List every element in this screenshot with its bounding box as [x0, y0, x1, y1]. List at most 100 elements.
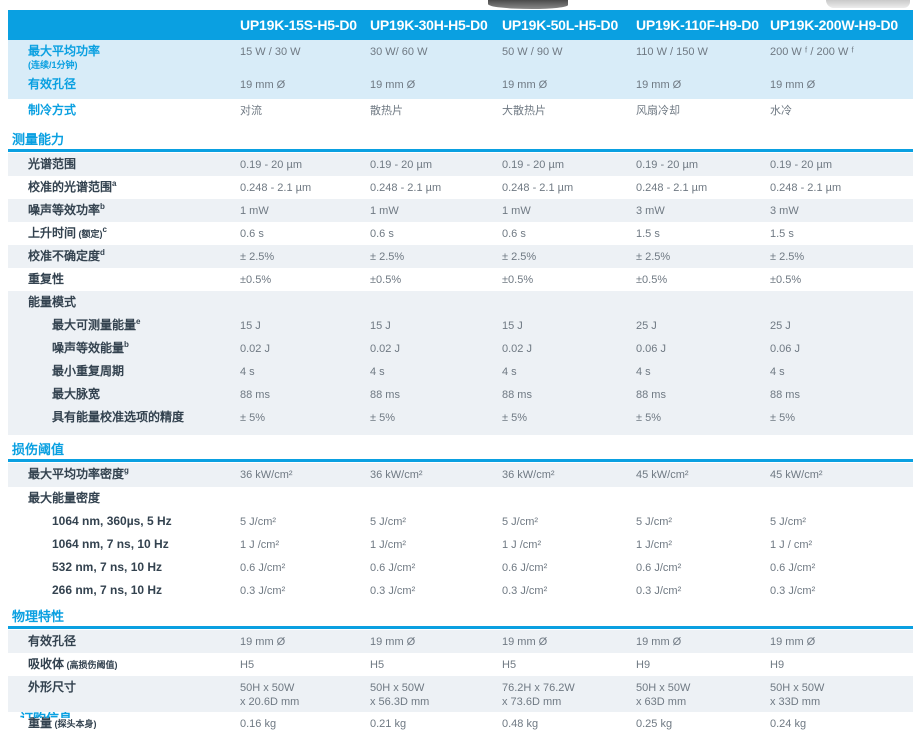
- spec-table-body: 最大平均功率 (连续/1分钟) 15 W / 30 W 30 W/ 60 W 50 W …: [8, 40, 913, 735]
- product-photo-fragment-dark: [488, 0, 568, 9]
- spec-value: ±0.5%: [770, 274, 802, 286]
- section-title: 物理特性: [12, 609, 65, 624]
- section-title: 测量能力: [12, 132, 65, 147]
- spec-value: 0.248 - 2.1 µm: [502, 182, 574, 194]
- row-label: 532 nm, 7 ns, 10 Hz: [8, 556, 240, 574]
- section-divider: [8, 459, 913, 462]
- footnote-marker: g: [124, 466, 129, 475]
- product-photo-strip: [0, 0, 913, 10]
- footnote-marker: e: [136, 317, 141, 326]
- spec-value: 19 mm Ø: [502, 79, 548, 91]
- row-label-text: 有效孔径: [28, 77, 77, 91]
- column-header: UP19K-110F-H9-D0: [636, 17, 759, 33]
- spec-value: 5 J/cm²: [502, 516, 539, 528]
- row-label-text: 最大平均功率密度: [28, 467, 125, 481]
- table-row: 能量模式: [8, 291, 913, 314]
- spec-value: ±0.5%: [370, 274, 402, 286]
- spec-value: 0.06 J: [636, 343, 666, 355]
- section-divider: [8, 149, 913, 152]
- row-label: 1064 nm, 7 ns, 10 Hz: [8, 533, 240, 551]
- section-divider: [8, 626, 913, 629]
- table-row: 最大平均功率密度g 36 kW/cm² 36 kW/cm² 36 kW/cm² 45 k…: [8, 463, 913, 487]
- spec-value: ± 5%: [636, 412, 661, 424]
- spec-value: 0.19 - 20 µm: [636, 159, 698, 171]
- spec-value: 25 J: [636, 320, 657, 332]
- spec-value: 0.48 kg: [502, 718, 539, 730]
- spec-value: 1 J/cm²: [636, 539, 673, 551]
- spec-value: 5 J/cm²: [370, 516, 407, 528]
- spec-value: 88 ms: [502, 389, 532, 401]
- spec-value: 5 J/cm²: [770, 516, 807, 528]
- row-label-text: 有效孔径: [28, 634, 77, 648]
- row-label: 外形尺寸: [8, 676, 240, 694]
- spec-value: 水冷: [770, 105, 792, 117]
- table-row: 532 nm, 7 ns, 10 Hz 0.6 J/cm² 0.6 J/cm² 0.6…: [8, 556, 913, 579]
- spec-value: 36 kW/cm²: [502, 469, 555, 481]
- row-label-note: (额定): [76, 229, 103, 239]
- spec-sheet: UP19K-15S-H5-D0 UP19K-30H-H5-D0 UP19K-50L-…: [8, 0, 913, 730]
- row-label-text: 吸收体: [28, 657, 65, 671]
- spec-value: 0.3 J/cm²: [502, 585, 548, 597]
- spec-value: ± 2.5%: [636, 251, 671, 263]
- spec-value: 0.02 J: [240, 343, 270, 355]
- row-label-text: 532 nm, 7 ns, 10 Hz: [52, 560, 163, 574]
- table-row: 1064 nm, 7 ns, 10 Hz 1 J /cm² 1 J/cm² 1 J /…: [8, 533, 913, 556]
- spec-value: 0.25 kg: [636, 718, 673, 730]
- row-label: 具有能量校准选项的精度: [8, 406, 240, 424]
- row-label: 最大能量密度: [8, 487, 240, 505]
- spec-value: 1.5 s: [636, 228, 660, 240]
- spec-value: 对流: [240, 105, 262, 117]
- table-row: 噪声等效能量b 0.02 J 0.02 J 0.02 J 0.06 J 0.06 J: [8, 337, 913, 360]
- spec-value: 15 W / 30 W: [240, 46, 301, 58]
- spec-value: H5: [502, 659, 517, 671]
- truncated-section-title: 订购信息: [20, 712, 220, 718]
- spec-value: 15 J: [240, 320, 261, 332]
- spec-value: 1 J /cm²: [502, 539, 542, 551]
- product-photo-fragment-light: [826, 0, 910, 8]
- spec-value: 0.16 kg: [240, 718, 277, 730]
- spec-value: 5 J/cm²: [240, 516, 277, 528]
- spec-value: 4 s: [770, 366, 785, 378]
- spec-value: 50H x 50W x 56.3D mm: [370, 682, 430, 708]
- row-label: 最大平均功率密度g: [8, 463, 240, 481]
- column-header-row: UP19K-15S-H5-D0 UP19K-30H-H5-D0 UP19K-50L-…: [8, 10, 913, 40]
- column-header: UP19K-200W-H9-D0: [770, 17, 899, 33]
- row-label: 1064 nm, 360µs, 5 Hz: [8, 510, 240, 528]
- spec-value: 0.6 s: [240, 228, 264, 240]
- row-label: 噪声等效功率b: [8, 199, 240, 217]
- table-row: 噪声等效功率b 1 mW 1 mW 1 mW 3 mW 3 mW: [8, 199, 913, 222]
- spec-value: 0.19 - 20 µm: [370, 159, 432, 171]
- spec-value: ±0.5%: [636, 274, 668, 286]
- spec-value: ± 5%: [770, 412, 795, 424]
- row-label-text: 最小重复周期: [52, 364, 125, 378]
- footnote-marker: b: [124, 340, 129, 349]
- row-label-text: 噪声等效能量: [52, 341, 125, 355]
- spec-value: 0.6 s: [502, 228, 526, 240]
- spec-value: 散热片: [370, 105, 403, 117]
- spec-value: 15 J: [502, 320, 523, 332]
- spec-value: 45 kW/cm²: [636, 469, 689, 481]
- spec-value: 0.6 J/cm²: [240, 562, 286, 574]
- row-label-text: 具有能量校准选项的精度: [52, 410, 185, 424]
- spec-value: 大散热片: [502, 105, 546, 117]
- spec-value: 0.6 J/cm²: [370, 562, 416, 574]
- spec-value: 50H x 50W x 20.6D mm: [240, 682, 300, 708]
- spec-value: 36 kW/cm²: [370, 469, 423, 481]
- table-row: 最小重复周期 4 s 4 s 4 s 4 s 4 s: [8, 360, 913, 383]
- table-row: 上升时间 (额定)c 0.6 s 0.6 s 0.6 s 1.5 s 1.5 s: [8, 222, 913, 245]
- spec-value: 19 mm Ø: [770, 79, 816, 91]
- spec-value: ± 2.5%: [240, 251, 275, 263]
- table-row: 吸收体 (高损伤阈值) H5 H5 H5 H9 H9: [8, 653, 913, 676]
- row-label: 噪声等效能量b: [8, 337, 240, 355]
- spec-value: 88 ms: [370, 389, 400, 401]
- spec-value: 45 kW/cm²: [770, 469, 823, 481]
- spec-value: ±0.5%: [502, 274, 534, 286]
- table-row: 有效孔径 19 mm Ø 19 mm Ø 19 mm Ø 19 mm Ø 19 mm Ø: [8, 73, 913, 99]
- spec-value: 0.3 J/cm²: [770, 585, 816, 597]
- spec-value: 4 s: [636, 366, 651, 378]
- section-title: 损伤阈值: [12, 442, 65, 457]
- row-label: 有效孔径: [8, 73, 240, 91]
- spec-value: ±0.5%: [240, 274, 272, 286]
- spec-value: H9: [636, 659, 651, 671]
- table-row: 最大能量密度: [8, 487, 913, 510]
